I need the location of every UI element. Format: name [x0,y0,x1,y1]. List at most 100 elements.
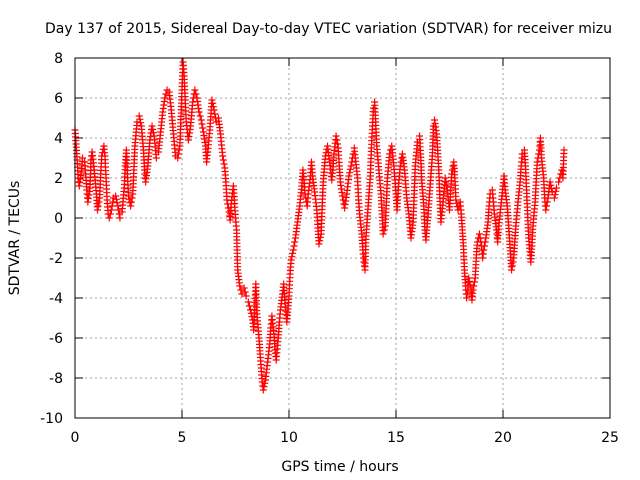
y-tick-label: -6 [49,331,63,347]
data-point [261,379,269,387]
data-point [442,178,450,186]
data-point [543,202,551,210]
x-tick-label: 5 [178,430,187,446]
data-point [125,192,132,200]
data-point [126,199,134,207]
data-point [443,182,451,190]
data-point [550,194,558,202]
data-point [149,125,157,133]
data-point [199,124,207,132]
data-point [441,174,449,182]
data-point [508,262,516,270]
data-point [346,165,354,173]
data-point [543,198,551,206]
data-point [242,292,250,300]
data-point [546,178,554,186]
data-point [195,108,203,116]
data-point [316,233,324,241]
data-point [220,160,228,168]
y-tick-label: -4 [49,291,63,307]
data-point [95,198,103,206]
data-point [128,194,136,202]
data-point [107,206,115,214]
data-point [481,238,489,246]
data-point [198,120,206,128]
data-point [316,237,324,245]
data-point [288,253,296,261]
y-tick-label: -8 [49,371,63,387]
data-point [533,158,541,166]
data-point [106,210,114,218]
data-point [241,288,249,296]
data-point [192,90,200,98]
data-point [475,230,483,238]
data-point [315,240,323,248]
chart-title: Day 137 of 2015, Sidereal Day-to-day VTE… [45,21,612,37]
data-point [469,286,477,294]
data-point [112,192,120,200]
data-point [240,284,248,292]
y-tick-label: -2 [49,251,63,267]
data-points [71,58,568,394]
data-point [219,152,227,160]
data-point [547,181,555,189]
data-point [465,277,473,285]
y-tick-label: 8 [54,51,63,67]
data-point [289,246,297,254]
data-point [149,129,157,137]
data-point [380,226,388,234]
data-point [339,192,346,200]
data-point [542,206,550,214]
data-point [379,230,387,238]
data-point [334,140,342,148]
data-point [191,86,199,94]
data-point [332,132,340,140]
data-point [236,282,244,290]
data-point [175,146,183,154]
data-point [127,202,135,210]
data-point [551,191,559,199]
data-point [196,112,204,120]
data-point [465,274,473,282]
x-axis-ticks: 0 5 10 15 20 25 [71,58,619,446]
y-tick-label: -10 [40,411,63,427]
data-point [209,99,217,107]
data-point [112,195,120,203]
data-point [287,256,295,264]
x-axis-label: GPS time / hours [281,459,398,475]
data-point [345,172,353,180]
x-tick-label: 0 [71,430,80,446]
data-point [209,103,217,111]
data-point [480,246,488,254]
data-point [259,386,267,394]
data-point [509,258,517,266]
data-point [115,206,123,214]
y-axis-label: SDTVAR / TECUs [7,181,23,296]
data-point [152,154,160,162]
data-point [219,156,227,164]
data-point [508,266,516,274]
data-point [552,187,560,195]
data-point [113,199,121,207]
data-point [105,214,113,222]
data-point [174,154,182,162]
data-point [211,110,219,118]
data-point [452,196,460,204]
data-point [208,96,216,104]
data-point [560,146,568,154]
data-point [291,238,299,246]
data-point [197,116,205,124]
data-point [548,185,556,193]
data-point [94,202,102,210]
data-point [210,106,218,114]
data-point [114,202,122,210]
data-point [470,278,478,286]
data-point [260,383,268,391]
data-point [470,282,478,290]
y-tick-label: 0 [54,211,63,227]
data-point [553,184,560,192]
y-tick-label: 6 [54,91,63,107]
data-point [116,214,124,222]
y-tick-label: 4 [54,131,63,147]
